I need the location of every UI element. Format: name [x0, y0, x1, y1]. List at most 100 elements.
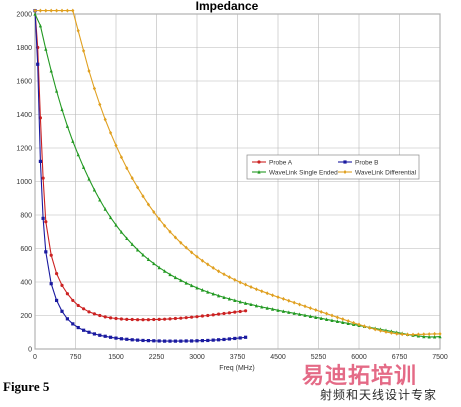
series-3-point-65: [384, 329, 388, 334]
legend-marker-3: [343, 170, 347, 174]
y-tick-label-5: 1000: [16, 179, 32, 186]
x-tick-label-4: 3000: [189, 354, 205, 361]
series-2-point-56: [335, 319, 339, 323]
series-3-point-49: [298, 302, 302, 307]
series-3-point-30: [195, 254, 199, 259]
series-3-point-11: [92, 86, 96, 91]
series-2-point-0: [33, 12, 37, 16]
series-2-point-18: [130, 242, 134, 246]
series-3-point-75: [438, 331, 442, 336]
series-2-point-28: [184, 281, 188, 285]
series-3-point-46: [281, 296, 285, 301]
series-2-point-27: [179, 278, 183, 282]
series-0-point-39: [233, 310, 237, 314]
series-1-point-18: [119, 337, 123, 341]
x-tick-label-9: 6750: [392, 354, 408, 361]
series-0-point-16: [109, 316, 113, 320]
series-1-point-1: [36, 62, 40, 66]
x-axis-label: Freq (MHz): [219, 365, 254, 372]
series-1-point-7: [60, 309, 64, 313]
series-0-point-28: [173, 316, 177, 321]
series-3-point-27: [179, 240, 183, 245]
series-3-point-55: [330, 313, 334, 318]
series-3-point-54: [325, 311, 329, 316]
series-1-point-26: [163, 339, 167, 343]
series-2-point-42: [260, 304, 264, 309]
series-1-point-16: [109, 335, 113, 339]
series-3-point-21: [146, 202, 150, 207]
series-3-point-4: [55, 8, 59, 13]
legend-entry-3: WaveLink Differential: [338, 169, 417, 176]
series-2-point-20: [141, 252, 145, 257]
series-2-point-51: [308, 314, 312, 318]
series-3-point-6: [65, 8, 69, 13]
series-3-point-45: [276, 295, 280, 300]
legend-label-3: WaveLink Differential: [355, 169, 417, 176]
series-2-point-5: [60, 107, 64, 112]
x-tick-label-8: 6000: [351, 354, 367, 361]
series-3-point-62: [368, 325, 372, 330]
series-0-point-9: [71, 298, 75, 303]
series-3-point-71: [416, 332, 420, 337]
x-axis-ticks: 0 750 1500 2250 3000 3750 4500 5250 6000 6750 7500: [33, 354, 448, 361]
watermark-tagline: 射频和天线设计专家: [320, 388, 438, 402]
series-2-point-36: [227, 296, 231, 301]
legend-box: [246, 154, 420, 180]
y-tick-label-6: 1200: [16, 146, 32, 153]
series-3-point-64: [379, 328, 383, 333]
series-3-point-37: [233, 277, 237, 282]
series-2-point-37: [233, 298, 237, 303]
series-3-point-28: [184, 245, 188, 250]
series-3-point-73: [427, 332, 431, 337]
series-2-point-15: [114, 223, 118, 227]
series-2-point-6: [65, 124, 69, 128]
series-1-point-17: [114, 336, 118, 340]
y-tick-label-4: 800: [20, 213, 32, 220]
series-2-point-21: [146, 257, 150, 261]
legend-entry-0: Probe A: [252, 159, 293, 166]
series-3-point-59: [352, 320, 356, 325]
series-2-point-25: [168, 272, 172, 277]
series-0-point-8: [65, 292, 69, 296]
series-2-point-45: [276, 308, 280, 312]
series-0-point-22: [141, 318, 145, 322]
series-2-point-39: [244, 301, 248, 305]
series-3: [33, 8, 442, 337]
x-tick-label-0: 0: [33, 354, 37, 361]
grid-lines: [34, 13, 441, 350]
series-1-point-6: [55, 298, 59, 303]
series-3-point-41: [254, 287, 258, 292]
series-0-point-20: [130, 317, 134, 322]
series-2-point-46: [281, 309, 285, 313]
series-0-point-25: [157, 317, 161, 321]
series-1-point-29: [179, 339, 183, 343]
series-0-point-21: [136, 318, 140, 322]
series-1-point-4: [44, 250, 48, 254]
series-0-point-36: [217, 312, 221, 316]
figure-caption: Figure 5: [3, 379, 50, 394]
series-2-point-2: [44, 47, 48, 51]
series-0-point-19: [125, 317, 129, 321]
series-0-point-14: [98, 313, 102, 318]
y-tick-label-2: 400: [20, 280, 32, 287]
series-1-point-36: [217, 338, 221, 342]
series-1-point-14: [98, 333, 102, 337]
series-3-point-68: [400, 332, 404, 337]
x-tick-label-5: 3750: [230, 354, 246, 361]
series-1-point-39: [233, 336, 237, 341]
series-2-point-30: [195, 285, 199, 290]
watermark-logo-text: 易迪拓培训: [302, 364, 418, 389]
series-3-point-18: [130, 176, 134, 181]
series-1-point-5: [49, 282, 53, 286]
series-2-point-10: [87, 176, 91, 181]
series-1-point-3: [41, 216, 45, 220]
x-tick-label-1: 750: [70, 354, 82, 361]
legend-label-1: Probe B: [355, 159, 379, 166]
legend-marker-1: [343, 160, 347, 164]
series-3-point-63: [373, 327, 377, 332]
series-1-point-21: [136, 338, 140, 342]
series-1-point-12: [87, 330, 91, 334]
series-2-point-55: [330, 318, 334, 322]
series-1-point-10: [76, 325, 80, 330]
